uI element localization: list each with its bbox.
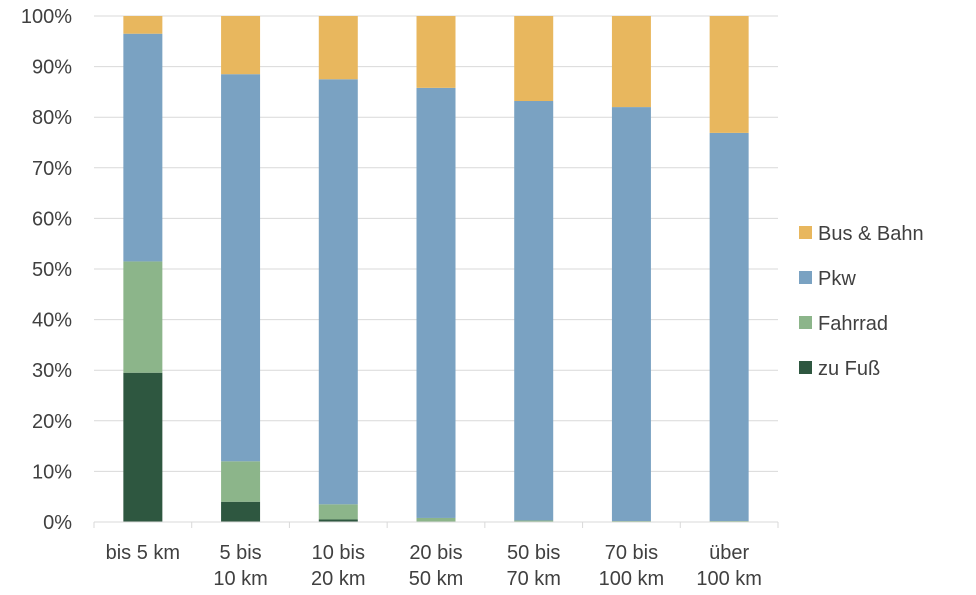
bar-segment [221,74,261,462]
legend: Bus & Bahn Pkw Fahrrad zu Fuß [799,223,924,380]
bar-segment [123,261,163,373]
legend-label: Fahrrad [818,313,888,335]
bar-segment [123,16,163,34]
y-tick-label: 50% [32,259,72,281]
bar-segment [709,132,749,521]
y-tick-label: 40% [32,310,72,332]
bar-segment [416,517,456,522]
legend-label: Bus & Bahn [818,223,924,245]
bar-segment [221,461,261,502]
bar-segment [123,33,163,262]
x-tick-label: 5 bis 10 km [213,542,267,590]
bar-segment [416,16,456,88]
legend-swatch [799,271,812,284]
y-tick-label: 30% [32,360,72,382]
x-tick-label: 10 bis 20 km [311,542,365,590]
bar-segment [318,79,358,505]
y-tick-label: 10% [32,461,72,483]
x-tick-label: 50 bis 70 km [506,542,560,590]
y-tick-label: 20% [32,411,72,433]
bar-segment [318,519,358,522]
legend-swatch [799,226,812,239]
bar-segment [221,16,261,75]
bar-segment [709,16,749,133]
bar-segment [709,520,749,522]
y-tick-label: 0% [43,512,72,534]
y-tick-label: 70% [32,158,72,180]
x-tick-label: bis 5 km [106,542,180,564]
y-axis: 0% 10% 20% 30% 40% 50% 60% 70% 80% 90% 100% [21,6,72,534]
bar-segment [318,504,358,520]
bars [123,16,749,522]
x-axis: bis 5 km 5 bis 10 km 10 bis 20 km 20 bis 50 km… [93,521,779,590]
bar-segment [514,101,554,521]
x-tick-label: 20 bis 50 km [409,542,463,590]
bar-segment [416,87,456,518]
x-tick-label: 70 bis 100 km [599,542,665,590]
bar-segment [514,520,554,522]
bar-segment [318,16,358,80]
legend-swatch [799,361,812,374]
y-tick-label: 100% [21,6,72,28]
bar-segment [611,520,651,522]
bar-segment [611,16,651,108]
x-tick-label: über 100 km [696,542,762,590]
y-tick-label: 80% [32,107,72,129]
legend-label: zu Fuß [818,358,880,380]
bar-segment [514,16,554,102]
y-tick-label: 60% [32,208,72,230]
bar-segment [611,107,651,521]
bar-segment [123,372,163,522]
bar-segment [221,501,261,522]
legend-label: Pkw [818,268,856,290]
y-tick-label: 90% [32,57,72,79]
legend-swatch [799,316,812,329]
